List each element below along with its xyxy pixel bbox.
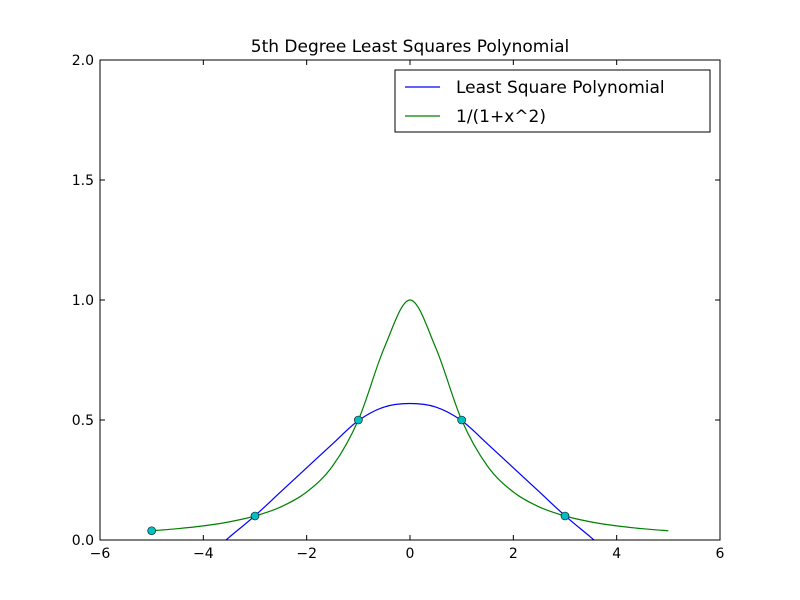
data-point-marker [148,527,156,535]
x-tick-label: 6 [716,546,725,562]
data-point-marker [251,512,259,520]
y-tick-label: 0.5 [72,413,94,429]
legend: Least Square Polynomial 1/(1+x^2) [395,70,710,132]
x-tick-label: 4 [612,546,621,562]
chart-title: 5th Degree Least Squares Polynomial [251,37,569,57]
data-point-marker [354,416,362,424]
x-tick-label: −4 [193,546,214,562]
legend-label-runge: 1/(1+x^2) [456,107,546,127]
y-tick-label: 1.5 [72,173,94,189]
data-point-marker [561,512,569,520]
y-tick-label: 0.0 [72,533,94,549]
y-tick-label: 1.0 [72,293,94,309]
y-tick-label: 2.0 [72,53,94,69]
x-tick-label: −2 [296,546,317,562]
x-tick-label: 0 [406,546,415,562]
legend-label-least-square: Least Square Polynomial [456,78,665,98]
x-tick-label: 2 [509,546,518,562]
data-point-marker [458,416,466,424]
